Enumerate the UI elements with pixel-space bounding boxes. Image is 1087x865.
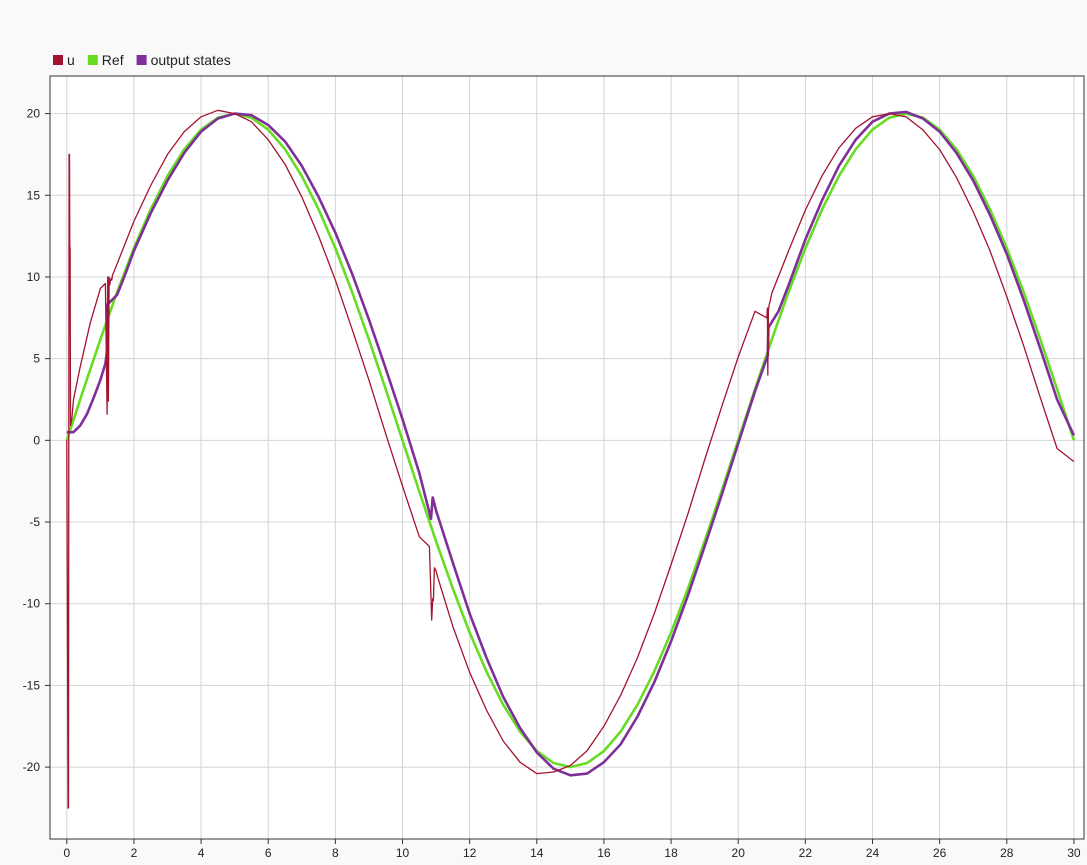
x-tick-label: 12: [463, 846, 477, 860]
y-tick-label: -5: [29, 515, 40, 529]
y-tick-label: -10: [23, 597, 41, 611]
y-axis: 20 15 10 5 0 -5 -10 -15 -20: [23, 107, 50, 774]
y-tick-label: 0: [33, 433, 40, 447]
x-axis: 0 2 4 6 8 10 12 14 16 18 20 22 24 26 28 30: [63, 839, 1081, 860]
y-tick-label: 5: [33, 352, 40, 366]
legend: u Ref output states: [53, 52, 231, 68]
x-tick-label: 10: [396, 846, 410, 860]
y-tick-label: -20: [23, 760, 41, 774]
x-tick-label: 6: [265, 846, 272, 860]
legend-swatch: [53, 55, 63, 65]
y-tick-label: 15: [27, 188, 41, 202]
x-tick-label: 14: [530, 846, 544, 860]
u-series-line: [66, 109, 1075, 809]
x-tick-label: 8: [332, 846, 339, 860]
y-tick-label: 10: [27, 270, 41, 284]
output-states-series-line: [66, 110, 1076, 777]
y-tick-label: 20: [27, 107, 41, 121]
x-tick-label: 26: [933, 846, 947, 860]
legend-item-output-states[interactable]: output states: [136, 52, 231, 68]
x-tick-label: 2: [131, 846, 138, 860]
x-tick-label: 28: [1000, 846, 1014, 860]
x-tick-label: 4: [198, 846, 205, 860]
legend-label: Ref: [102, 52, 124, 68]
plot-frame: [49, 75, 1085, 840]
legend-label: u: [67, 52, 75, 68]
x-tick-label: 16: [597, 846, 611, 860]
legend-label: output states: [151, 52, 231, 68]
legend-item-u[interactable]: u: [53, 52, 75, 68]
x-tick-label: 0: [63, 846, 70, 860]
x-tick-label: 20: [732, 846, 746, 860]
legend-swatch: [136, 55, 147, 65]
y-tick-label: -15: [23, 678, 41, 692]
x-tick-label: 18: [664, 846, 678, 860]
series-layer: [65, 109, 1076, 809]
legend-item-ref[interactable]: Ref: [87, 52, 124, 68]
x-tick-label: 22: [799, 846, 813, 860]
plot-area: [50, 76, 1084, 839]
legend-swatch: [87, 55, 98, 65]
x-tick-label: 30: [1067, 846, 1081, 860]
x-tick-label: 24: [866, 846, 880, 860]
